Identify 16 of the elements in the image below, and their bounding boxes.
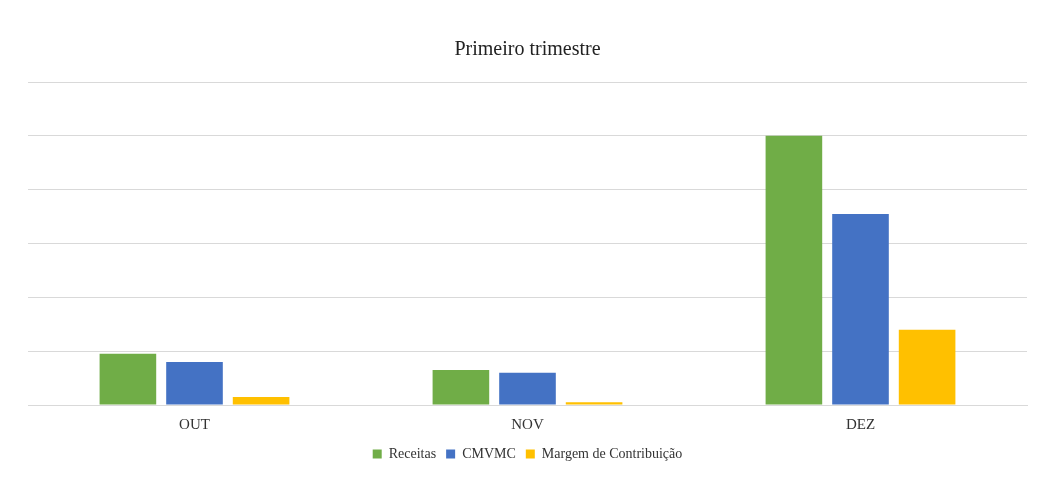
bar bbox=[565, 402, 623, 405]
bar bbox=[166, 361, 223, 405]
bar bbox=[765, 135, 823, 405]
legend-label: Margem de Contribuição bbox=[541, 445, 683, 461]
bar bbox=[499, 372, 556, 405]
legend-label: Receitas bbox=[388, 445, 437, 461]
bar bbox=[898, 329, 956, 405]
x-tick-label: NOV bbox=[511, 415, 544, 432]
bar bbox=[99, 353, 157, 405]
chart-title: Primeiro trimestre bbox=[454, 37, 601, 60]
bar bbox=[432, 370, 490, 405]
x-tick-label: OUT bbox=[179, 415, 210, 432]
bar bbox=[832, 213, 889, 405]
legend-label: CMVMC bbox=[462, 445, 516, 461]
x-tick-label: DEZ bbox=[845, 415, 876, 432]
bar bbox=[232, 396, 290, 405]
